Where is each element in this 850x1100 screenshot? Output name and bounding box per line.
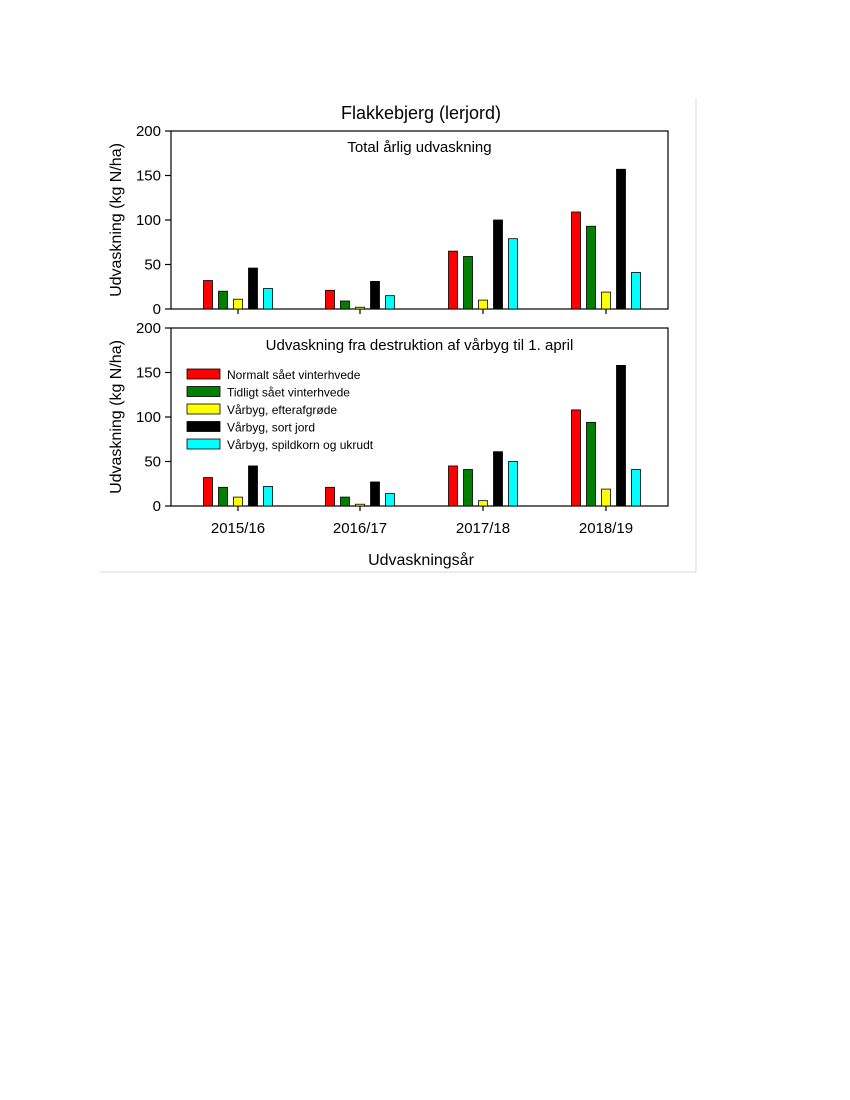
bar-top-s1-c1	[340, 300, 350, 310]
y-tick-label-bottom: 50	[144, 454, 161, 471]
y-tick-label-bottom: 150	[136, 365, 161, 382]
bar-top-s0-c2	[448, 250, 458, 310]
bar-bottom-s2-c2	[478, 500, 488, 507]
bar-top-s2-c1	[355, 306, 365, 310]
bar-top-s2-c0	[233, 298, 243, 310]
y-tick-label-top: 200	[136, 123, 161, 140]
bar-bottom-s0-c0	[203, 477, 213, 507]
bar-bottom-s4-c3	[631, 469, 641, 507]
bar-bottom-s1-c2	[463, 469, 473, 507]
bar-top-s3-c3	[616, 168, 626, 310]
bar-bottom-s4-c2	[508, 461, 518, 507]
panel-subtitle-bottom: Udvaskning fra destruktion af vårbyg til…	[266, 337, 574, 354]
bar-top-s1-c2	[463, 256, 473, 310]
y-tick-label-top: 150	[136, 168, 161, 185]
bar-bottom-s4-c1	[385, 493, 395, 507]
bar-bottom-s1-c3	[586, 421, 596, 507]
bar-bottom-s3-c3	[616, 364, 626, 507]
bar-bottom-s0-c2	[448, 465, 458, 507]
legend: Normalt sået vinterhvede Tidligt sået vin…	[186, 368, 374, 452]
bar-top-s0-c3	[571, 211, 581, 310]
bar-bottom-s0-c3	[571, 409, 581, 507]
y-tick-label-bottom: 100	[136, 409, 161, 426]
legend-swatch	[186, 368, 221, 380]
y-tick-label-top: 0	[153, 301, 161, 318]
x-tick-label: 2016/17	[333, 520, 387, 537]
bar-bottom-s0-c1	[325, 486, 335, 507]
bar-bottom-s1-c1	[340, 496, 350, 507]
legend-swatch	[186, 386, 221, 397]
bar-top-s4-c3	[631, 272, 641, 310]
y-tick-label-bottom: 0	[153, 498, 161, 515]
bar-bottom-s3-c0	[248, 465, 258, 507]
panel-destruction-to-april: 0 50 100 150 200 Udvaskning (kg N/ha) Udvaskni…	[108, 320, 669, 537]
legend-label: Vårbyg, spildkorn og ukrudt	[227, 438, 374, 452]
y-tick-label-top: 50	[144, 257, 161, 274]
y-tick-label-top: 100	[136, 212, 161, 229]
bar-top-s3-c2	[493, 219, 503, 310]
x-axis-label: Udvaskningsår	[368, 551, 475, 569]
legend-label: Vårbyg, efterafgrøde	[227, 403, 337, 417]
legend-label: Normalt sået vinterhvede	[227, 368, 361, 382]
legend-swatch	[186, 421, 221, 432]
bar-top-s0-c0	[203, 280, 213, 310]
panel-total-annual: 0 50 100 150 200 Udvaskning (kg N/ha) Total år…	[108, 123, 669, 318]
legend-swatch	[186, 438, 221, 450]
bar-bottom-s2-c1	[355, 503, 365, 507]
bar-top-s4-c0	[263, 288, 273, 310]
bar-bottom-s1-c0	[218, 486, 228, 507]
x-tick-label: 2017/18	[456, 520, 510, 537]
x-tick-label: 2015/16	[211, 520, 265, 537]
bar-top-s4-c2	[508, 238, 518, 310]
bar-bottom-s3-c1	[370, 481, 380, 507]
bar-top-s3-c1	[370, 281, 380, 310]
y-tick-label-bottom: 200	[136, 320, 161, 337]
panel-subtitle-top: Total årlig udvaskning	[347, 139, 491, 156]
bar-top-s2-c2	[478, 299, 488, 310]
bar-bottom-s3-c2	[493, 451, 503, 507]
bar-top-s0-c1	[325, 289, 335, 310]
bar-bottom-s2-c0	[233, 496, 243, 507]
bar-top-s3-c0	[248, 267, 258, 310]
bar-top-s2-c3	[601, 291, 611, 310]
y-axis-label-top: Udvaskning (kg N/ha)	[108, 143, 125, 297]
x-tick-label: 2018/19	[579, 520, 633, 537]
bar-bottom-s4-c0	[263, 486, 273, 507]
legend-label: Vårbyg, sort jord	[227, 421, 315, 435]
legend-swatch	[186, 403, 221, 415]
bar-bottom-s2-c3	[601, 488, 611, 507]
chart-title: Flakkebjerg (lerjord)	[341, 103, 501, 123]
bar-top-s1-c3	[586, 225, 596, 310]
bar-top-s4-c1	[385, 295, 395, 310]
bar-top-s1-c0	[218, 290, 228, 310]
y-axis-label-bottom: Udvaskning (kg N/ha)	[108, 340, 125, 494]
legend-label: Tidligt sået vinterhvede	[227, 386, 350, 400]
